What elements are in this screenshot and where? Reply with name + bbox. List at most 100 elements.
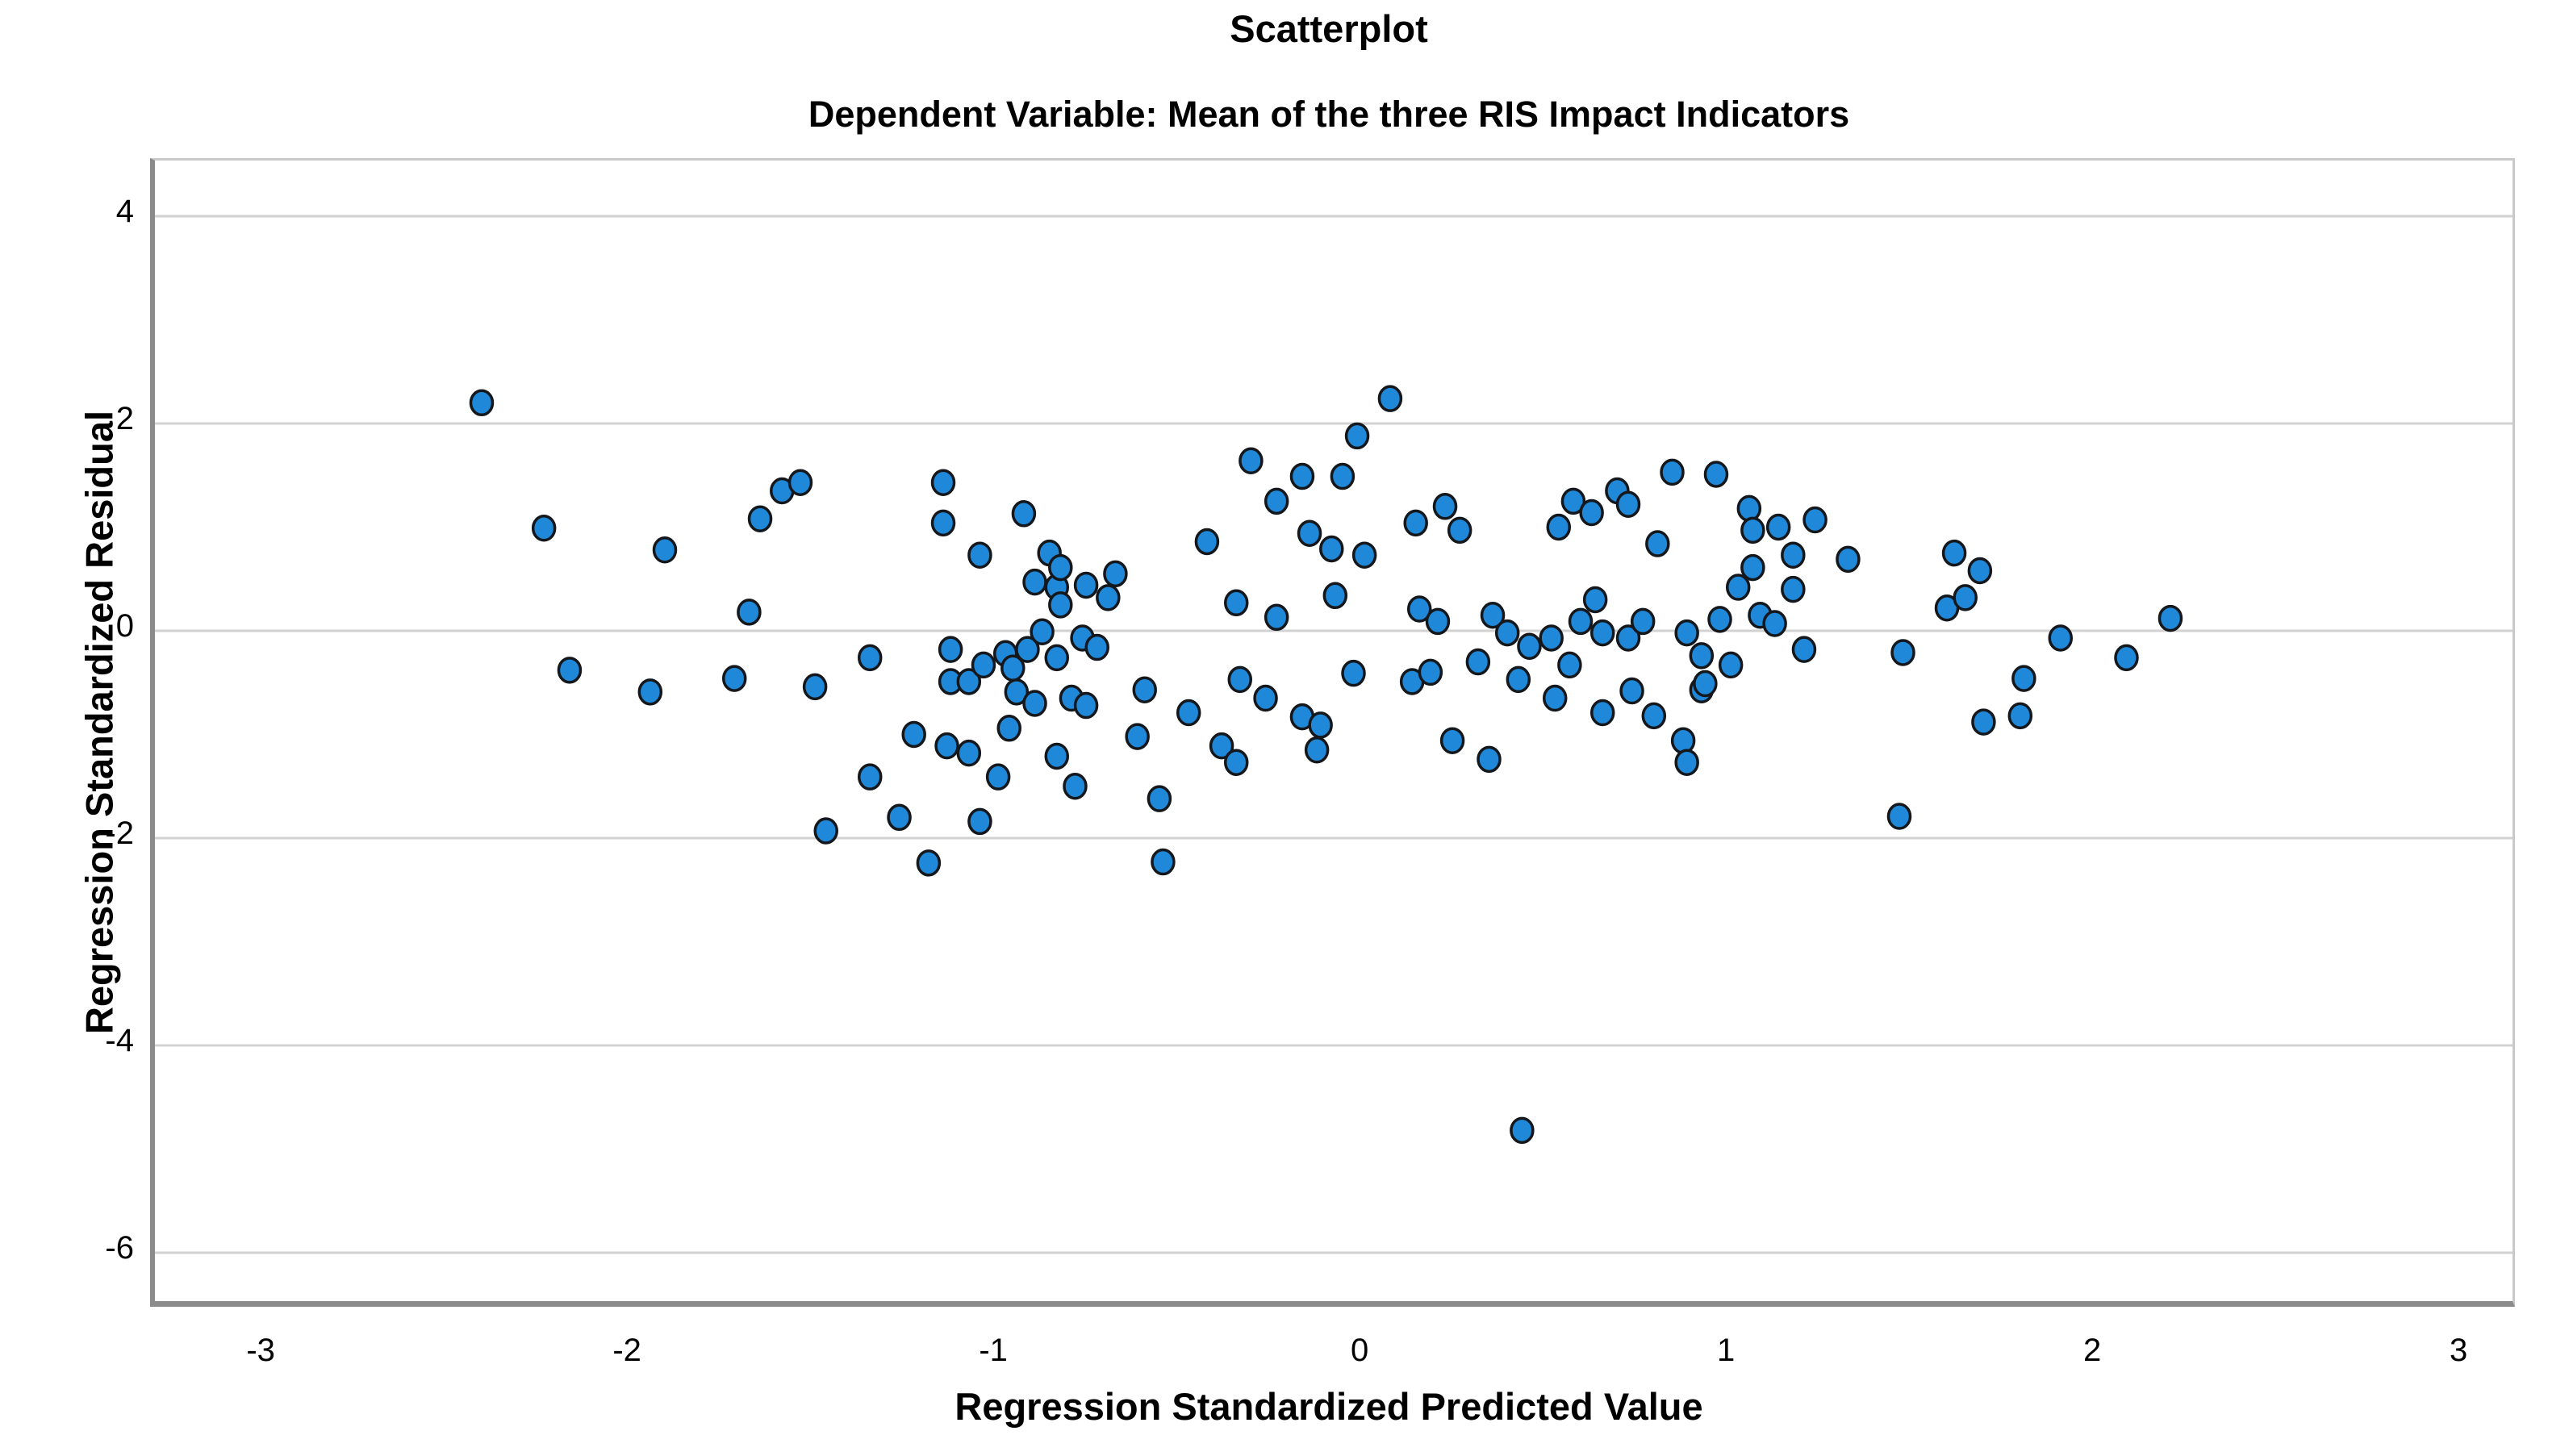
data-point <box>901 720 926 749</box>
data-point <box>721 665 747 692</box>
data-point <box>1615 624 1641 652</box>
data-point <box>1063 772 1088 800</box>
data-point <box>1073 691 1099 720</box>
data-point <box>1103 560 1128 588</box>
y-tick-label--2: -2 <box>105 815 134 851</box>
data-point <box>1765 513 1791 541</box>
data-point <box>971 651 996 679</box>
data-point <box>737 599 762 626</box>
data-point <box>1022 690 1047 717</box>
data-point <box>1209 732 1234 760</box>
data-point <box>1619 677 1644 705</box>
data-point <box>1546 513 1572 541</box>
data-point <box>1674 749 1699 776</box>
data-point <box>1781 541 1806 569</box>
data-point <box>1582 586 1608 614</box>
x-tick-label--2: -2 <box>612 1333 641 1368</box>
data-point <box>930 509 956 537</box>
data-point <box>1480 601 1506 629</box>
data-point <box>1406 595 1432 623</box>
data-point <box>1264 487 1289 515</box>
data-point <box>1351 541 1377 569</box>
data-point <box>1330 462 1356 490</box>
y-tick-label-4: 4 <box>115 194 134 229</box>
data-point <box>2011 665 2036 692</box>
chart-subtitle: Dependent Variable: Mean of the three RI… <box>808 94 1850 135</box>
data-point <box>1645 530 1670 557</box>
data-point <box>2158 604 2183 632</box>
chart-title: Scatterplot <box>1230 7 1428 50</box>
data-point <box>1084 633 1109 661</box>
data-point <box>1432 493 1458 520</box>
data-point <box>1304 736 1330 764</box>
data-point <box>1073 571 1099 599</box>
data-point <box>967 807 992 836</box>
data-point <box>1589 699 1615 727</box>
data-point <box>1022 568 1047 596</box>
data-point <box>1674 619 1699 647</box>
data-point <box>1344 422 1370 450</box>
data-point <box>1239 447 1264 475</box>
data-point <box>1308 711 1333 739</box>
data-point <box>1971 708 1996 736</box>
data-point <box>1048 591 1073 619</box>
data-point <box>956 739 982 767</box>
y-tick-label--4: -4 <box>105 1022 134 1058</box>
data-point <box>1506 665 1531 694</box>
data-point <box>747 505 773 532</box>
data-point <box>1886 803 1912 830</box>
data-point <box>1125 723 1150 750</box>
scatter-canvas <box>155 215 2513 1254</box>
data-point <box>1011 500 1037 528</box>
data-point <box>956 668 982 695</box>
data-point <box>887 803 912 832</box>
data-point <box>1477 745 1502 774</box>
data-point <box>916 849 942 877</box>
data-point <box>1670 727 1696 754</box>
data-point <box>967 541 992 569</box>
data-point <box>469 389 495 417</box>
x-tick-label--1: -1 <box>979 1333 1008 1368</box>
data-point <box>1703 461 1729 488</box>
data-point <box>1641 702 1667 730</box>
data-point <box>1044 644 1070 672</box>
data-point <box>934 732 959 760</box>
data-point <box>1718 651 1744 679</box>
data-point <box>938 636 963 663</box>
y-axis-label: Regression Standardized Residual <box>77 410 121 1035</box>
data-point <box>1791 636 1817 663</box>
data-point <box>1447 516 1472 544</box>
data-point <box>1147 785 1172 812</box>
data-point <box>1740 516 1765 544</box>
data-point <box>1030 618 1055 646</box>
data-point <box>1689 642 1715 670</box>
data-point <box>1319 535 1344 563</box>
data-point <box>1194 528 1220 556</box>
data-point <box>2048 624 2074 652</box>
x-axis-label: Regression Standardized Predicted Value <box>954 1385 1703 1428</box>
data-point <box>1517 632 1542 661</box>
data-point <box>1836 545 1861 574</box>
data-point <box>1707 606 1732 633</box>
data-point <box>1377 385 1403 412</box>
data-point <box>1004 678 1030 706</box>
data-point <box>1289 462 1315 490</box>
data-point <box>1539 624 1564 652</box>
data-point <box>1425 607 1451 636</box>
data-point <box>1223 749 1249 776</box>
data-point <box>1781 575 1806 603</box>
data-point <box>1557 651 1582 679</box>
data-point <box>1439 727 1465 754</box>
data-point <box>813 817 838 845</box>
data-point <box>2007 702 2033 730</box>
data-point <box>1465 648 1491 676</box>
y-tick-label-2: 2 <box>115 401 134 436</box>
plot-area <box>150 158 2515 1307</box>
data-point <box>1132 676 1157 703</box>
data-point <box>1941 539 1967 567</box>
data-point <box>1579 499 1604 527</box>
data-point <box>1542 684 1568 712</box>
x-tick-label--3: -3 <box>246 1333 275 1368</box>
data-point <box>1341 659 1366 687</box>
data-point <box>1740 553 1765 582</box>
